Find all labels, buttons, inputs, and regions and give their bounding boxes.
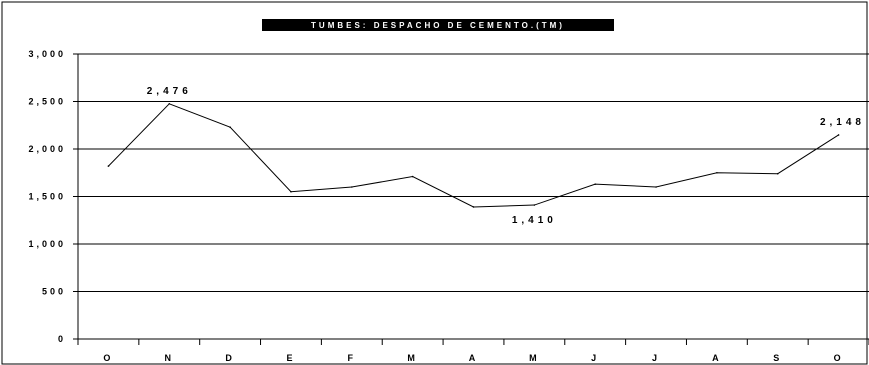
data-point-6 [472,206,475,208]
data-point-11 [776,172,779,175]
y-axis-tick-labels: 0 500 1,000 1,500 2,000 2,500 3,000 [28,49,66,344]
y-tick-label-4: 2,000 [28,144,66,154]
series-group [107,102,840,208]
data-point-9 [655,186,657,188]
x-tick-label-1: N [165,353,175,363]
data-point-0 [107,165,110,167]
gridlines [73,53,869,340]
chart-title-group: TUMBES: DESPACHO DE CEMENTO.(TM) [262,19,614,31]
y-tick-label-3: 1,500 [28,192,66,202]
x-tick-label-10: A [712,353,722,363]
data-point-4 [351,186,353,188]
x-tick-label-6: A [469,353,479,363]
x-tick-label-12: O [834,353,844,363]
data-point-5 [411,175,414,178]
x-tick-label-2: D [225,353,235,363]
data-point-8 [594,183,596,185]
x-tick-label-0: O [103,353,113,363]
data-point-1 [168,102,171,105]
y-tick-label-2: 1,000 [28,239,66,249]
data-point-10 [716,171,718,174]
data-point-2 [229,126,231,128]
y-tick-label-1: 500 [42,287,66,297]
y-tick-label-6: 3,000 [28,49,66,59]
data-labels-group: 2,476 1,410 2,148 [147,86,865,226]
x-tick-label-5: M [407,353,418,363]
x-tick-label-4: F [348,353,357,363]
data-label-2: 2,148 [820,117,865,128]
data-label-0: 2,476 [147,86,192,97]
x-tick-label-11: S [773,353,782,363]
y-tick-label-0: 0 [58,334,66,344]
data-point-12 [837,134,840,136]
data-point-7 [533,204,536,206]
x-tick-label-3: E [286,353,295,363]
axes [77,54,869,345]
chart-title-background [262,19,614,31]
x-tick-label-8: J [591,353,599,363]
chart-title: TUMBES: DESPACHO DE CEMENTO.(TM) [311,21,565,30]
data-label-1: 1,410 [512,215,557,226]
x-tick-label-7: M [529,353,540,363]
data-point-3 [290,190,292,193]
x-tick-label-9: J [652,353,660,363]
y-tick-label-5: 2,500 [28,97,66,107]
